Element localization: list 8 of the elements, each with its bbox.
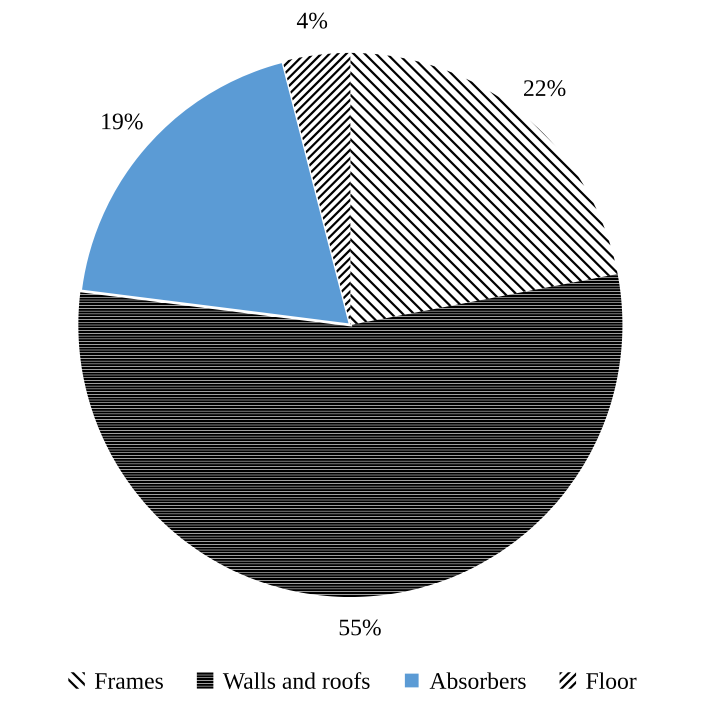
data-label: 22% <box>524 80 566 96</box>
data-label: 55% <box>340 620 381 636</box>
data-label: 4% <box>296 12 328 29</box>
data-label: 19% <box>102 113 143 130</box>
legend-label: Frames <box>94 673 163 689</box>
legend-label: Walls and roofs <box>222 672 370 690</box>
legend-label: Floor <box>586 672 636 689</box>
legend-label: Absorbers <box>430 672 526 689</box>
